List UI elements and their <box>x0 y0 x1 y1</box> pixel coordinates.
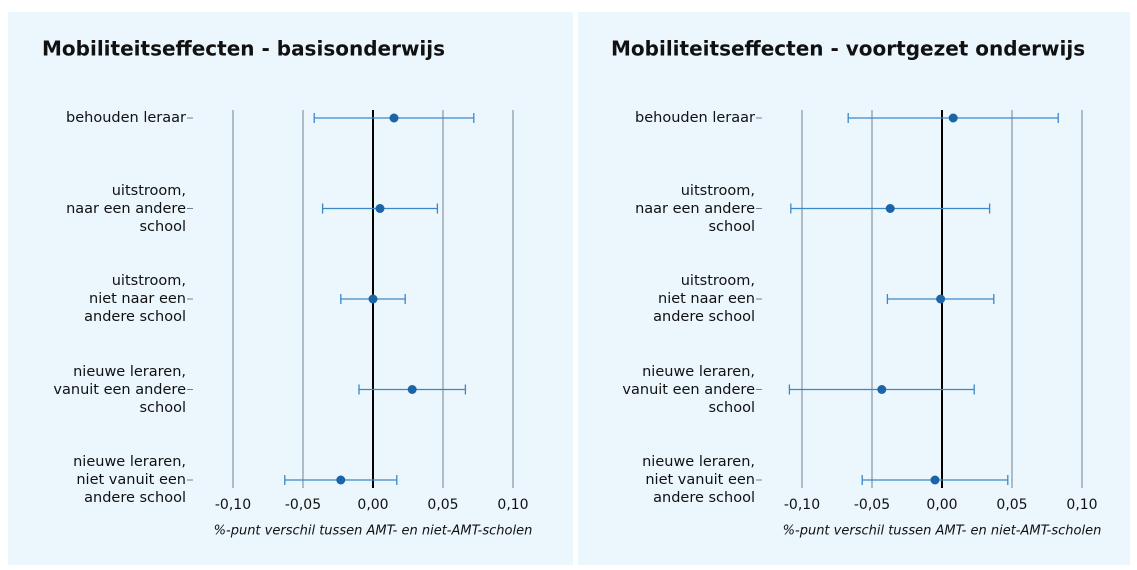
dot <box>368 294 378 304</box>
x-tick-label: 0,05 <box>996 497 1027 513</box>
y-tick-label: behouden leraar <box>66 110 186 126</box>
x-tick-label: -0,10 <box>215 497 251 513</box>
dot <box>930 475 940 485</box>
y-tick-label: nieuwe leraren, niet vanuit een andere s… <box>73 454 186 506</box>
panel <box>8 12 573 565</box>
dot <box>936 294 946 304</box>
y-tick-label: uitstroom, naar een andere school <box>66 182 186 235</box>
y-tick-label: nieuwe leraren, vanuit een andere school <box>622 363 755 416</box>
x-axis-label: %-punt verschil tussen AMT- en niet-AMT-… <box>214 524 533 539</box>
dot <box>877 385 887 394</box>
dot <box>407 385 417 394</box>
x-tick-label: 0,00 <box>926 497 957 513</box>
y-tick-label: nieuwe leraren, vanuit een andere school <box>53 363 186 416</box>
x-tick-label: 0,10 <box>1066 497 1097 513</box>
dot <box>885 204 895 213</box>
dot <box>336 475 346 485</box>
dot <box>948 113 958 123</box>
y-tick-label: behouden leraar <box>635 110 755 126</box>
chart-title: Mobiliteitseffecten - basisonderwijs <box>42 37 445 61</box>
dot <box>375 204 385 213</box>
y-tick-label: uitstroom, niet naar een andere school <box>84 273 186 325</box>
panel <box>578 12 1130 565</box>
x-tick-label: 0,10 <box>497 497 528 513</box>
x-tick-label: 0,05 <box>427 497 458 513</box>
x-tick-label: -0,05 <box>285 497 321 513</box>
y-tick-label: uitstroom, niet naar een andere school <box>653 273 755 325</box>
chart-title: Mobiliteitseffecten - voortgezet onderwi… <box>611 37 1085 61</box>
x-tick-label: -0,05 <box>854 497 890 513</box>
x-tick-label: -0,10 <box>784 497 820 513</box>
x-axis-label: %-punt verschil tussen AMT- en niet-AMT-… <box>783 524 1102 539</box>
x-tick-label: 0,00 <box>357 497 388 513</box>
y-tick-label: nieuwe leraren, niet vanuit een andere s… <box>642 454 755 506</box>
dot <box>389 113 399 123</box>
y-tick-label: uitstroom, naar een andere school <box>635 182 755 235</box>
